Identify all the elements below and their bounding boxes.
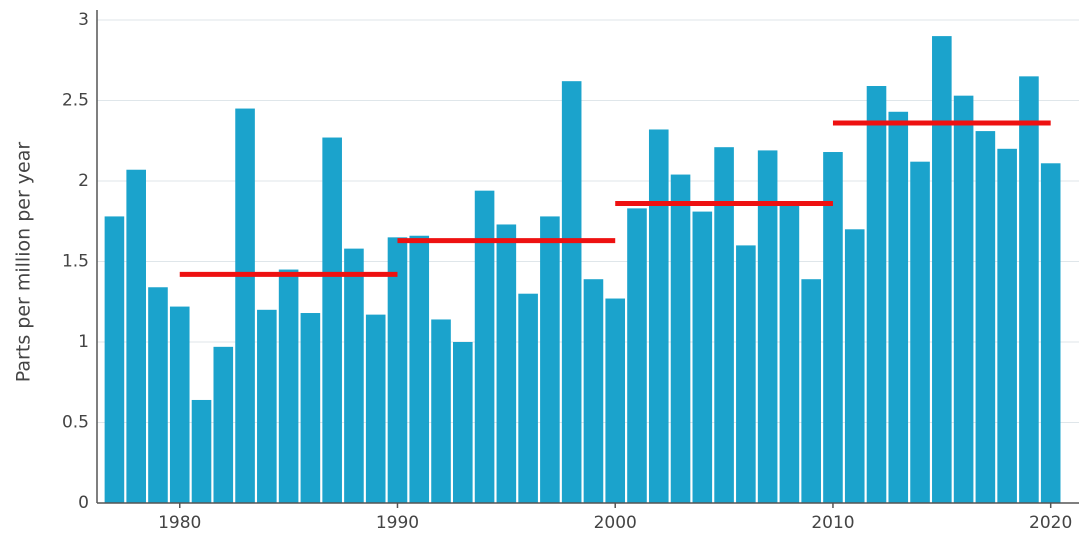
y-tick-label: 0 bbox=[78, 493, 89, 513]
bar bbox=[736, 245, 756, 503]
bars bbox=[104, 36, 1061, 504]
bar bbox=[518, 293, 538, 503]
bar bbox=[932, 36, 952, 503]
bar bbox=[365, 314, 386, 503]
x-tick-label: 1980 bbox=[158, 513, 201, 533]
bar bbox=[387, 237, 408, 503]
bar bbox=[104, 216, 125, 504]
x-tick-label: 2020 bbox=[1029, 513, 1072, 533]
bar bbox=[409, 235, 430, 504]
bar bbox=[431, 319, 451, 503]
bar bbox=[910, 161, 930, 503]
y-tick-label: 1 bbox=[78, 332, 89, 352]
bar bbox=[997, 148, 1017, 504]
y-axis-label: Parts per million per year bbox=[13, 142, 35, 383]
y-tick-label: 2.5 bbox=[62, 91, 89, 111]
bar bbox=[1040, 163, 1061, 504]
bar bbox=[561, 81, 582, 504]
bar bbox=[213, 346, 234, 503]
bar bbox=[191, 399, 212, 503]
bar bbox=[1019, 76, 1039, 503]
bar bbox=[496, 224, 517, 503]
bar bbox=[344, 248, 364, 503]
y-tick-label: 1.5 bbox=[62, 252, 89, 272]
bar bbox=[235, 108, 255, 504]
bar bbox=[953, 95, 974, 504]
decade-averages bbox=[179, 120, 1051, 277]
bar bbox=[605, 298, 626, 503]
y-tick-label: 2 bbox=[78, 171, 89, 191]
x-tick-label: 1990 bbox=[376, 513, 419, 533]
bar bbox=[670, 174, 691, 503]
bar bbox=[801, 279, 821, 503]
bar bbox=[540, 216, 560, 504]
bar bbox=[257, 309, 277, 503]
bar bbox=[866, 86, 887, 503]
bar bbox=[474, 190, 495, 503]
bar bbox=[583, 279, 604, 503]
bar bbox=[975, 131, 996, 503]
bar bbox=[453, 342, 473, 503]
bar bbox=[714, 147, 734, 503]
bar bbox=[148, 287, 168, 503]
bar bbox=[126, 169, 146, 504]
x-tick-label: 2000 bbox=[594, 513, 637, 533]
x-tick-label: 2010 bbox=[811, 513, 854, 533]
bar bbox=[627, 208, 647, 503]
y-tick-label: 3 bbox=[78, 10, 89, 30]
y-tick-label: 0.5 bbox=[62, 413, 89, 433]
bar bbox=[888, 111, 909, 504]
bar bbox=[757, 150, 778, 503]
bar bbox=[692, 211, 713, 503]
bar bbox=[278, 269, 299, 503]
bar bbox=[823, 152, 843, 503]
bar bbox=[779, 205, 800, 503]
bar bbox=[322, 137, 342, 503]
bar bbox=[648, 129, 669, 504]
bar bbox=[300, 313, 321, 503]
bar bbox=[844, 229, 865, 504]
bar bbox=[169, 306, 190, 503]
axes: 0 0.5 1 1.5 2 2.5 3 1980 1990 2000 2010 2020 bbox=[62, 10, 1079, 533]
